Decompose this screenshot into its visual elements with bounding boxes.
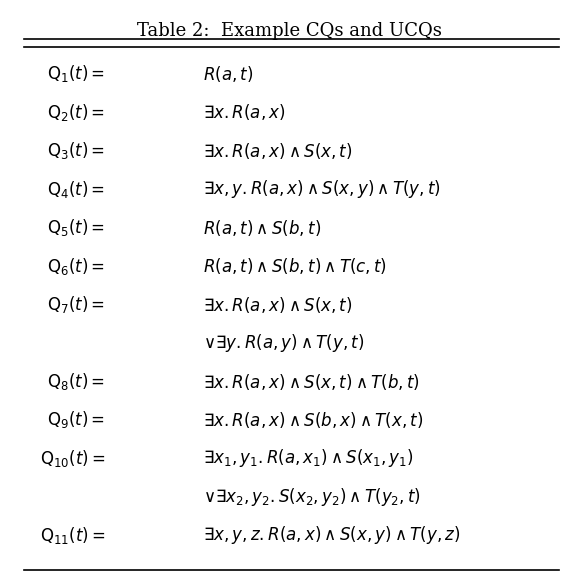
Text: $R(a,t) \wedge S(b,t)$: $R(a,t) \wedge S(b,t)$ [203, 218, 321, 238]
Text: $\vee\exists y.R(a,y) \wedge T(y,t)$: $\vee\exists y.R(a,y) \wedge T(y,t)$ [203, 332, 364, 354]
Text: $\vee\exists x_2,y_2.S(x_2,y_2) \wedge T(y_2,t)$: $\vee\exists x_2,y_2.S(x_2,y_2) \wedge T… [203, 486, 421, 508]
Text: $\exists x.R(a,x)$: $\exists x.R(a,x)$ [203, 102, 286, 123]
Text: $\mathsf{Q}_{10}(t) =$: $\mathsf{Q}_{10}(t) =$ [39, 448, 105, 469]
Text: $\exists x,y.R(a,x) \wedge S(x,y) \wedge T(y,t)$: $\exists x,y.R(a,x) \wedge S(x,y) \wedge… [203, 178, 440, 200]
Text: $\mathsf{Q}_2(t) =$: $\mathsf{Q}_2(t) =$ [47, 102, 105, 123]
Text: $\mathsf{Q}_6(t) =$: $\mathsf{Q}_6(t) =$ [47, 256, 105, 277]
Text: $\mathsf{Q}_5(t) =$: $\mathsf{Q}_5(t) =$ [47, 217, 105, 238]
Text: $R(a,t)$: $R(a,t)$ [203, 64, 253, 84]
Text: $\mathsf{Q}_8(t) =$: $\mathsf{Q}_8(t) =$ [47, 371, 105, 392]
Text: $\exists x,y,z.R(a,x) \wedge S(x,y) \wedge T(y,z)$: $\exists x,y,z.R(a,x) \wedge S(x,y) \wed… [203, 524, 460, 546]
Text: $\exists x.R(a,x) \wedge S(x,t)$: $\exists x.R(a,x) \wedge S(x,t)$ [203, 294, 353, 315]
Text: $\mathsf{Q}_3(t) =$: $\mathsf{Q}_3(t) =$ [47, 140, 105, 161]
Text: $\mathsf{Q}_{11}(t) =$: $\mathsf{Q}_{11}(t) =$ [39, 525, 105, 546]
Text: Table 2:  Example CQs and UCQs: Table 2: Example CQs and UCQs [136, 22, 442, 40]
Text: $\exists x.R(a,x) \wedge S(b,x) \wedge T(x,t)$: $\exists x.R(a,x) \wedge S(b,x) \wedge T… [203, 410, 423, 430]
Text: $\mathsf{Q}_1(t) =$: $\mathsf{Q}_1(t) =$ [47, 64, 105, 85]
Text: $\mathsf{Q}_4(t) =$: $\mathsf{Q}_4(t) =$ [47, 179, 105, 200]
Text: $\exists x.R(a,x) \wedge S(x,t) \wedge T(b,t)$: $\exists x.R(a,x) \wedge S(x,t) \wedge T… [203, 371, 420, 391]
Text: $\exists x_1,y_1.R(a,x_1) \wedge S(x_1,y_1)$: $\exists x_1,y_1.R(a,x_1) \wedge S(x_1,y… [203, 447, 413, 470]
Text: $\mathsf{Q}_7(t) =$: $\mathsf{Q}_7(t) =$ [47, 294, 105, 315]
Text: $\exists x.R(a,x) \wedge S(x,t)$: $\exists x.R(a,x) \wedge S(x,t)$ [203, 141, 353, 161]
Text: $R(a,t) \wedge S(b,t) \wedge T(c,t)$: $R(a,t) \wedge S(b,t) \wedge T(c,t)$ [203, 256, 387, 276]
Text: $\mathsf{Q}_9(t) =$: $\mathsf{Q}_9(t) =$ [47, 409, 105, 430]
